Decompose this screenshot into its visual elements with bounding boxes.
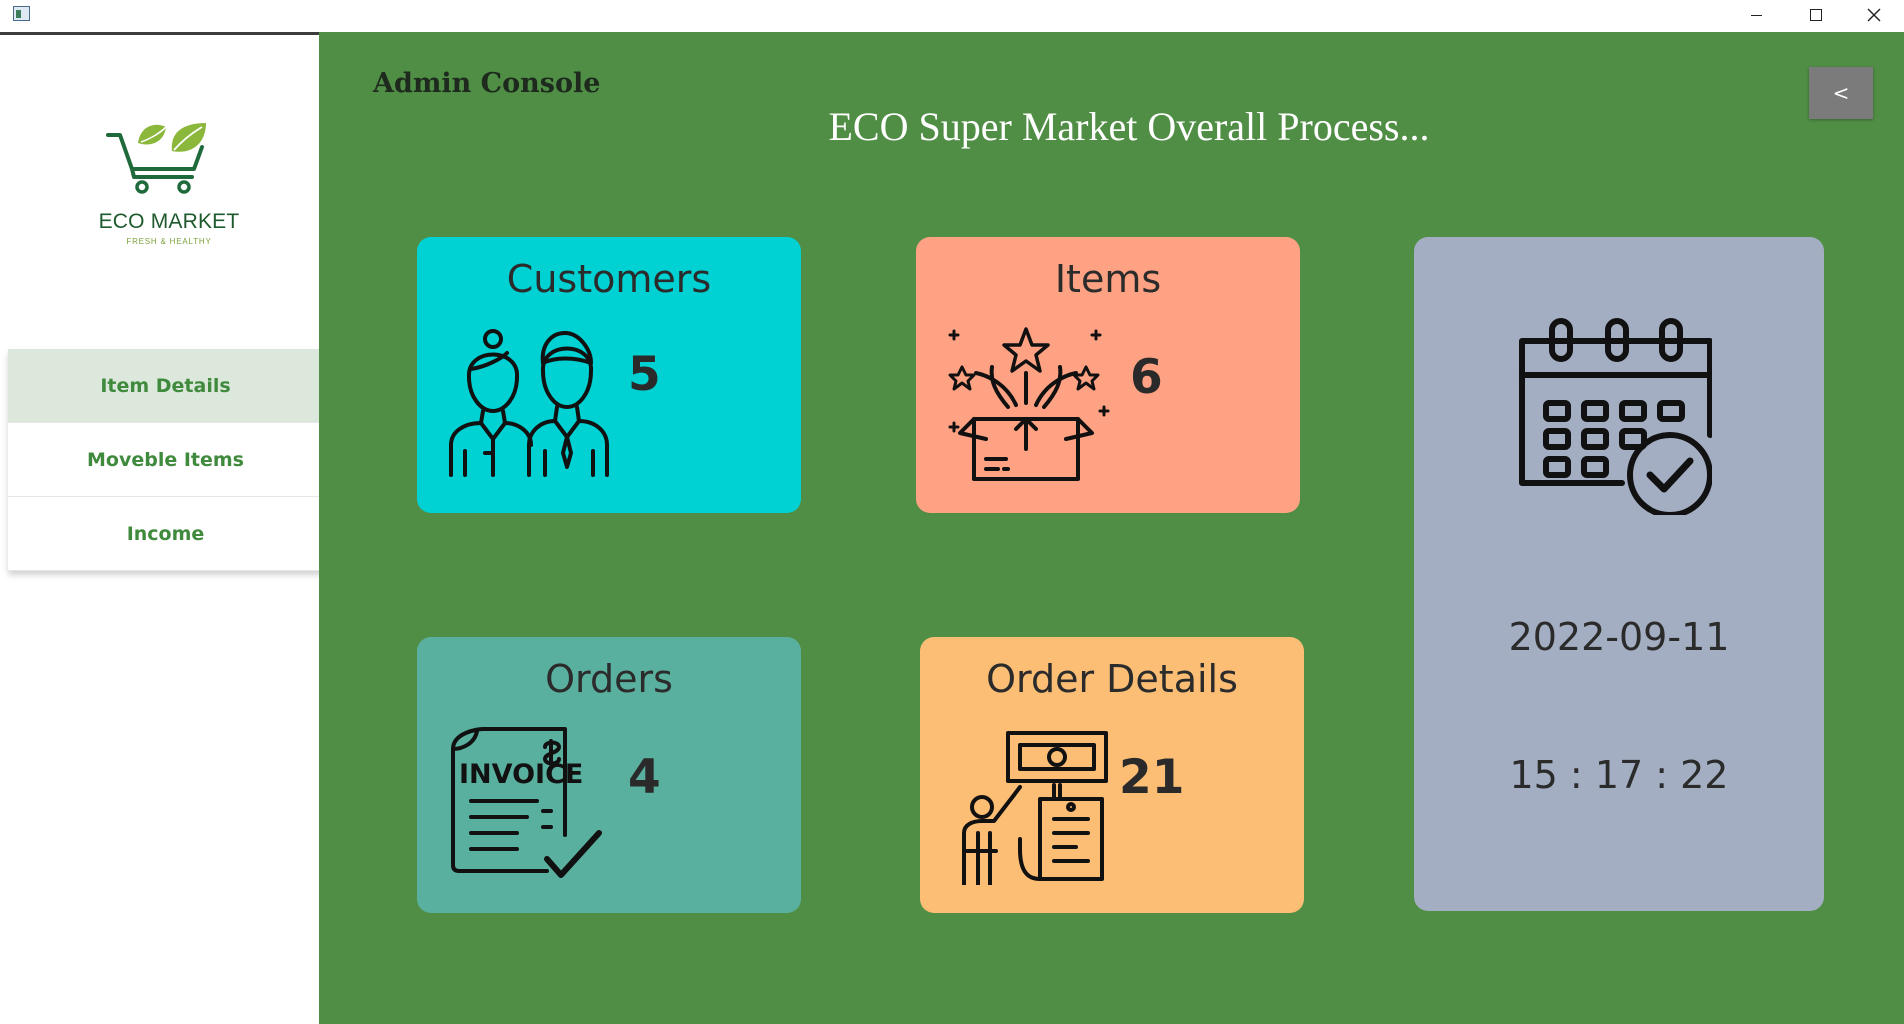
page-title: ECO Super Market Overall Process... bbox=[828, 104, 1430, 149]
items-count: 6 bbox=[1130, 350, 1163, 405]
main-panel: Admin Console ECO Super Market Overall P… bbox=[319, 32, 1904, 1024]
customers-count: 5 bbox=[628, 347, 661, 402]
window-titlebar bbox=[0, 0, 1904, 30]
minimize-button[interactable] bbox=[1727, 0, 1785, 30]
app-icon bbox=[13, 6, 30, 21]
sidebar-item-income[interactable]: Income bbox=[8, 497, 323, 571]
customers-icon bbox=[449, 329, 609, 477]
eco-market-logo: ECO MARKET FRESH & HEALTHY bbox=[94, 117, 244, 287]
sidebar-menu: Item Details Moveble Items Income bbox=[8, 349, 323, 571]
date-time-card: 2022-09-11 15 : 17 : 22 bbox=[1414, 237, 1824, 911]
payment-receipt-icon bbox=[962, 731, 1108, 885]
invoice-icon: INVOICE bbox=[451, 727, 602, 878]
current-date: 2022-09-11 bbox=[1508, 615, 1730, 659]
customers-card[interactable]: Customers 5 bbox=[417, 237, 801, 513]
logo-subtitle: FRESH & HEALTHY bbox=[126, 237, 212, 246]
minimize-icon bbox=[1750, 14, 1762, 16]
customers-title: Customers bbox=[506, 257, 712, 301]
svg-text:INVOICE: INVOICE bbox=[459, 759, 583, 790]
sidebar-item-item-details[interactable]: Item Details bbox=[8, 349, 323, 423]
maximize-icon bbox=[1810, 9, 1822, 21]
gift-box-icon bbox=[948, 327, 1110, 481]
order-details-title: Order Details bbox=[986, 657, 1238, 701]
orders-title: Orders bbox=[545, 657, 673, 701]
calendar-check-icon bbox=[1519, 318, 1712, 515]
close-button[interactable] bbox=[1845, 0, 1903, 30]
order-details-count: 21 bbox=[1119, 750, 1185, 805]
orders-count: 4 bbox=[628, 750, 661, 805]
sidebar: ECO MARKET FRESH & HEALTHY Item Details … bbox=[0, 32, 323, 1024]
items-title: Items bbox=[1054, 257, 1162, 301]
close-icon bbox=[1867, 8, 1881, 22]
maximize-button[interactable] bbox=[1787, 0, 1845, 30]
sidebar-item-moveble-items[interactable]: Moveble Items bbox=[8, 423, 323, 497]
items-card[interactable]: Items 6 bbox=[916, 237, 1300, 513]
console-label: Admin Console bbox=[373, 68, 601, 99]
logo-title: ECO MARKET bbox=[98, 210, 240, 233]
shopping-cart-leaf-icon bbox=[106, 123, 206, 194]
orders-card[interactable]: Orders INVOICE 4 bbox=[417, 637, 801, 913]
back-button[interactable]: < bbox=[1809, 67, 1873, 119]
sidebar-top-border bbox=[0, 32, 319, 35]
current-time: 15 : 17 : 22 bbox=[1509, 753, 1729, 797]
order-details-card[interactable]: Order Details 21 bbox=[920, 637, 1304, 913]
